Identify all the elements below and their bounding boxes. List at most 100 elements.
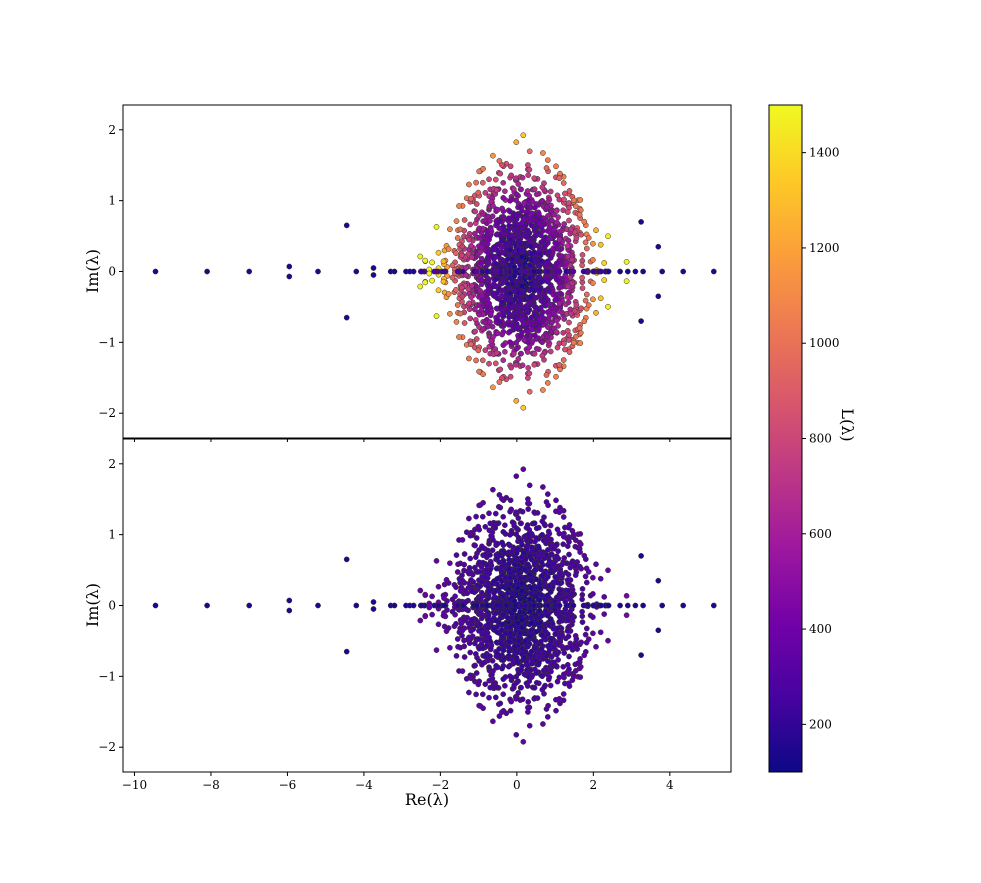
scatter-point (454, 268, 461, 275)
scatter-point (538, 613, 545, 619)
scatter-point (579, 586, 586, 592)
scatter-point (475, 681, 482, 688)
scatter-point (497, 366, 504, 373)
scatter-point (458, 252, 465, 259)
scatter-point (562, 346, 568, 353)
scatter-point (562, 680, 568, 687)
scatter-point (472, 662, 478, 669)
real-axis-point (617, 602, 623, 609)
y-tick-label: 1 (108, 194, 116, 208)
scatter-point (544, 203, 550, 210)
scatter-point (504, 614, 511, 621)
scatter-point (540, 721, 546, 727)
scatter-point (465, 250, 472, 257)
real-axis-point (605, 268, 612, 275)
y-tick-label: −2 (98, 406, 116, 420)
scatter-point (522, 268, 529, 275)
scatter-point (556, 236, 563, 243)
scatter-point (500, 676, 507, 682)
scatter-point (573, 235, 580, 241)
scatter-point (531, 226, 538, 232)
scatter-point (561, 650, 568, 656)
scatter-point (555, 214, 561, 220)
scatter-point (576, 659, 583, 666)
scatter-point (499, 287, 506, 294)
scatter-point (453, 286, 459, 293)
scatter-point (566, 188, 573, 194)
scatter-point (559, 309, 566, 316)
scatter-point (476, 502, 482, 509)
scatter-point (435, 249, 442, 256)
scatter-point (521, 550, 527, 557)
scatter-point (517, 275, 523, 281)
scatter-point (532, 566, 539, 573)
scatter-point (538, 304, 544, 311)
scatter-point (539, 686, 546, 693)
scatter-point (514, 659, 521, 665)
scatter-point (579, 274, 585, 281)
scatter-point (507, 497, 514, 504)
scatter-point (482, 217, 489, 224)
scatter-point (526, 370, 533, 377)
scatter-point (532, 538, 538, 545)
scatter-point (520, 132, 527, 139)
scatter-point (471, 306, 478, 313)
scatter-point (492, 260, 499, 267)
real-axis-point (605, 602, 612, 609)
scatter-point (553, 317, 560, 324)
scatter-point (590, 240, 596, 247)
real-axis-point (343, 556, 350, 563)
scatter-point (520, 404, 527, 411)
scatter-point (581, 218, 588, 225)
scatter-point (581, 552, 588, 559)
scatter-point (538, 279, 545, 285)
scatter-point (583, 245, 590, 252)
scatter-point (562, 190, 568, 197)
scatter-point (511, 643, 518, 650)
scatter-point (496, 319, 503, 326)
scatter-point (496, 551, 503, 558)
scatter-point (472, 208, 478, 215)
scatter-point (493, 349, 500, 356)
scatter-point (544, 602, 551, 609)
scatter-point (536, 650, 543, 657)
scatter-point (605, 303, 611, 310)
scatter-point (556, 361, 563, 368)
scatter-point (500, 513, 507, 520)
real-axis-point (343, 314, 350, 321)
x-axis-label: Re(λ) (405, 790, 449, 809)
scatter-point (517, 609, 523, 615)
scatter-point (585, 569, 592, 575)
top-y-axis-label: Im(λ) (83, 249, 102, 293)
scatter-point (553, 219, 560, 226)
real-axis-point (638, 553, 644, 559)
scatter-point (532, 638, 539, 645)
scatter-point (529, 672, 536, 679)
scatter-point (453, 584, 459, 591)
scatter-point (527, 577, 534, 584)
colorbar-gradient (768, 104, 803, 773)
scatter-point (553, 208, 560, 214)
scatter-point (547, 188, 554, 195)
colorbar-tick-label: 1000 (809, 336, 840, 350)
scatter-point (544, 258, 551, 265)
scatter-point (553, 163, 559, 170)
scatter-point (514, 212, 521, 218)
scatter-point (461, 654, 468, 660)
scatter-point (519, 508, 526, 515)
scatter-point (536, 326, 542, 332)
scatter-point (570, 602, 577, 609)
scatter-point (492, 176, 499, 183)
scatter-point (531, 645, 538, 651)
scatter-point (484, 575, 491, 581)
scatter-point (546, 288, 552, 294)
scatter-point (570, 339, 577, 346)
real-axis-point (655, 627, 662, 634)
scatter-point (560, 691, 567, 697)
scatter-point (487, 226, 494, 232)
scatter-point (525, 227, 531, 234)
scatter-point (485, 588, 492, 595)
scatter-point (496, 225, 502, 231)
scatter-point (554, 526, 561, 533)
scatter-point (519, 696, 526, 703)
